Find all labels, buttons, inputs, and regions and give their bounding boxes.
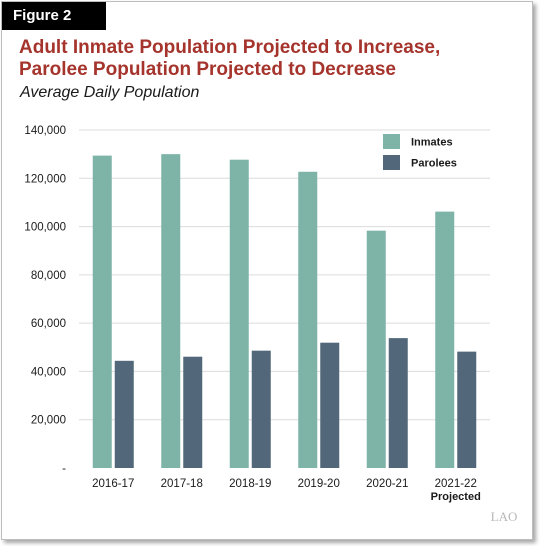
x-tick-label: 2020-21 <box>366 478 408 490</box>
chart-subtitle: Average Daily Population <box>20 84 200 101</box>
bar-parolees-2018-19 <box>251 350 271 468</box>
lao-logo-text: LAO <box>491 509 518 524</box>
x-tick-label: 2019-20 <box>298 478 340 490</box>
chart-title-line-1: Adult Inmate Population Projected to Inc… <box>19 37 441 58</box>
chart-title: Adult Inmate Population Projected to Inc… <box>19 37 519 81</box>
chart-title-line-2: Parolee Population Projected to Decrease <box>19 59 396 80</box>
bars <box>92 154 477 469</box>
bar-parolees-2021-22 <box>457 351 477 468</box>
bar-inmates-2016-17 <box>92 155 112 468</box>
bar-parolees-2016-17 <box>114 360 134 468</box>
bar-parolees-2017-18 <box>183 356 203 468</box>
bar-inmates-2019-20 <box>298 171 318 468</box>
bar-inmates-2020-21 <box>366 230 386 468</box>
x-tick-note: Projected <box>431 491 481 503</box>
legend-label-inmates: Inmates <box>411 137 453 149</box>
x-tick-label: 2018-19 <box>229 478 271 490</box>
figure-label: Figure 2 <box>2 2 106 30</box>
bar-inmates-2017-18 <box>161 154 181 468</box>
x-tick-label: 2016-17 <box>92 478 134 490</box>
x-tick-label: 2017-18 <box>161 478 203 490</box>
legend-swatch-parolees <box>383 155 400 170</box>
gridlines <box>79 129 490 421</box>
y-tick-label: 140,000 <box>24 125 66 137</box>
bar-inmates-2018-19 <box>229 159 249 468</box>
legend-label-parolees: Parolees <box>411 158 457 170</box>
y-tick-label: - <box>62 463 66 475</box>
bar-parolees-2020-21 <box>388 338 408 468</box>
y-tick-label: 100,000 <box>24 222 66 234</box>
y-tick-label: 80,000 <box>31 270 66 282</box>
y-axis: - 20,000 40,000 60,000 80,000 100,000 120,000 1… <box>24 125 66 475</box>
y-tick-label: 40,000 <box>31 366 66 378</box>
y-tick-label: 60,000 <box>31 318 66 330</box>
bar-parolees-2019-20 <box>320 342 340 468</box>
x-tick-label: 2021-22 <box>435 478 477 490</box>
y-tick-label: 120,000 <box>24 173 66 185</box>
legend: Inmates Parolees <box>383 134 457 170</box>
legend-swatch-inmates <box>383 134 400 149</box>
x-axis-labels: 2016-17 2017-18 2018-19 2019-20 2020-21 2021-… <box>92 478 481 503</box>
bar-inmates-2021-22 <box>435 211 455 469</box>
y-tick-label: 20,000 <box>31 415 66 427</box>
